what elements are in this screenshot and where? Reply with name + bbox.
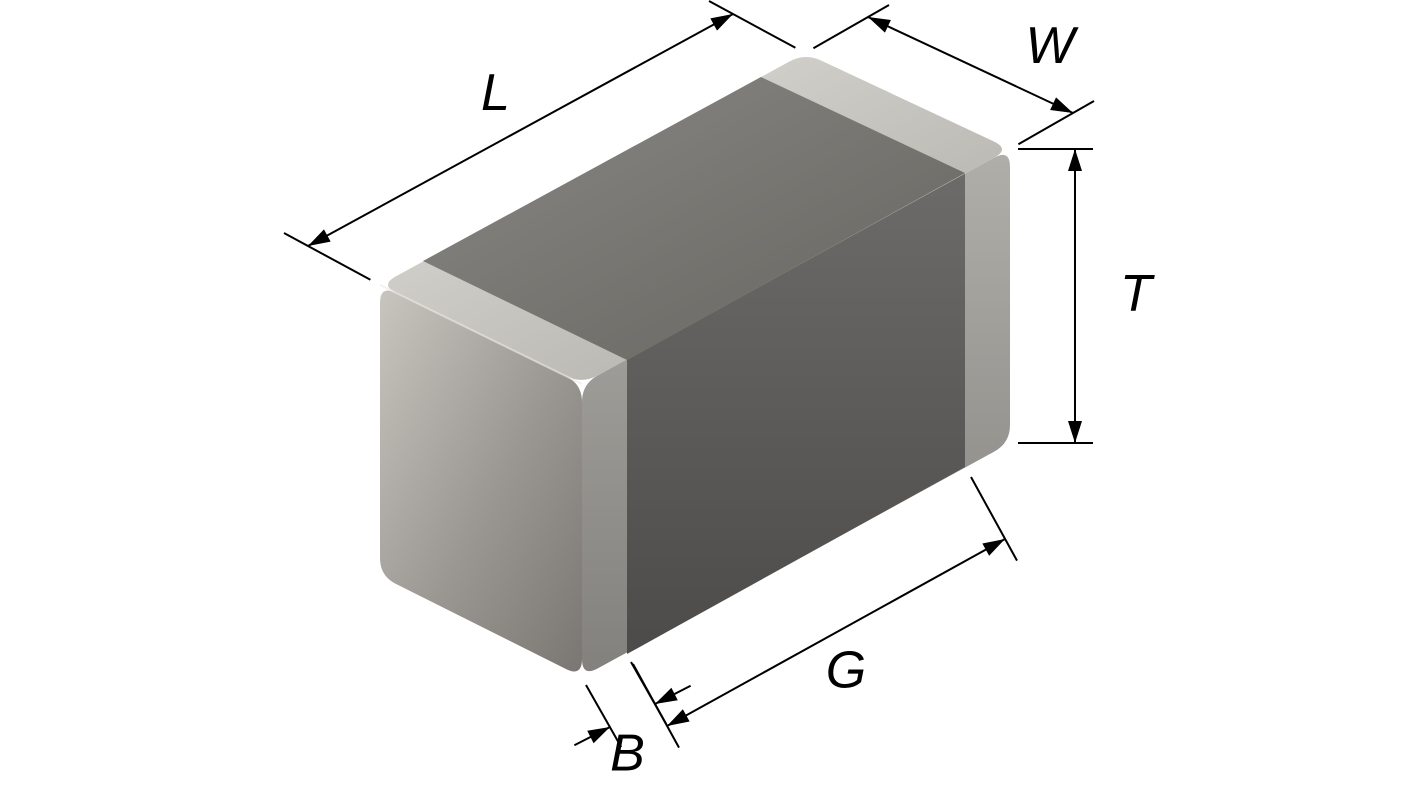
dim-label-L: L [481, 64, 510, 122]
dim-label-W: W [1026, 17, 1080, 75]
dim-label-G: G [826, 642, 866, 700]
dim-label-T: T [1120, 265, 1155, 323]
smd-component-body [380, 57, 1010, 671]
dim-label-B: B [610, 725, 645, 783]
component-diagram: L W T G B [0, 0, 1420, 798]
